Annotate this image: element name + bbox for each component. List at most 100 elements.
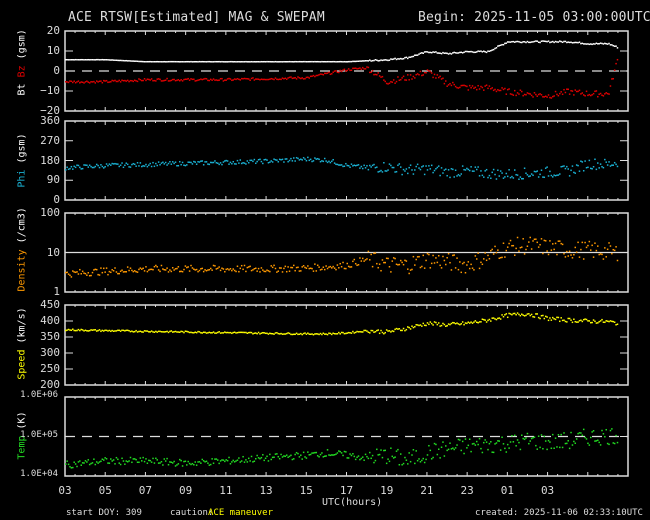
data-point <box>518 178 520 180</box>
data-point <box>222 161 225 163</box>
data-point <box>74 271 77 274</box>
data-point <box>148 164 150 166</box>
data-point <box>491 451 493 453</box>
ylabel-temp-unit: (K) <box>16 411 28 430</box>
data-point <box>381 456 384 459</box>
data-point <box>300 270 302 272</box>
data-point <box>198 60 201 63</box>
data-point <box>608 443 610 446</box>
data-point <box>204 161 206 163</box>
data-point <box>65 463 67 465</box>
data-point <box>551 40 554 43</box>
data-point <box>591 244 593 247</box>
data-point <box>159 163 161 166</box>
data-point <box>157 462 160 464</box>
data-point <box>142 456 144 459</box>
data-point <box>374 330 377 333</box>
data-point <box>228 77 230 80</box>
data-point <box>370 457 372 460</box>
data-point <box>250 60 253 63</box>
data-point <box>405 79 408 81</box>
data-point <box>532 174 534 177</box>
data-point <box>371 265 374 268</box>
data-point <box>399 259 402 262</box>
data-point <box>103 267 105 270</box>
data-point <box>499 318 502 320</box>
data-point <box>512 40 515 43</box>
data-point <box>480 50 482 52</box>
data-point <box>219 61 222 63</box>
data-point <box>522 41 524 43</box>
data-point <box>235 163 237 165</box>
data-point <box>405 168 408 170</box>
data-point <box>554 437 557 439</box>
data-point <box>170 330 173 332</box>
data-point <box>551 95 554 98</box>
data-point <box>209 161 212 164</box>
data-point <box>264 61 267 63</box>
data-point <box>328 160 330 163</box>
data-point <box>391 81 394 83</box>
data-point <box>105 458 108 460</box>
data-point <box>543 176 546 179</box>
data-point <box>466 264 468 266</box>
data-point <box>110 330 112 333</box>
data-point <box>166 330 168 333</box>
data-point <box>297 333 299 336</box>
data-point <box>505 451 508 453</box>
data-point <box>269 161 271 163</box>
data-point <box>119 81 122 83</box>
data-point <box>490 88 492 90</box>
data-point <box>474 166 477 168</box>
data-point <box>511 313 513 316</box>
data-point <box>537 176 540 178</box>
data-point <box>235 460 237 462</box>
data-point <box>126 266 129 268</box>
data-point <box>338 331 340 334</box>
data-point <box>497 249 499 251</box>
data-point <box>235 61 237 63</box>
data-point <box>195 79 198 82</box>
data-point <box>152 61 154 63</box>
data-point <box>429 168 432 170</box>
data-point <box>381 171 384 173</box>
data-point <box>370 60 372 62</box>
data-point <box>98 461 101 463</box>
data-point <box>604 158 606 161</box>
data-point <box>385 59 388 61</box>
data-point <box>513 89 516 92</box>
data-point <box>343 165 346 167</box>
data-point <box>162 80 164 82</box>
data-point <box>349 166 351 169</box>
data-point <box>505 172 508 175</box>
data-point <box>459 323 461 326</box>
data-point <box>205 332 208 334</box>
data-point <box>167 80 170 82</box>
data-point <box>84 460 87 462</box>
data-point <box>567 255 569 257</box>
data-point <box>252 77 254 79</box>
data-point <box>398 328 401 330</box>
data-point <box>378 332 381 335</box>
data-point <box>247 331 250 334</box>
data-point <box>446 256 448 259</box>
data-point <box>613 321 616 323</box>
data-point <box>560 242 562 245</box>
data-point <box>529 236 531 239</box>
data-point <box>312 160 315 162</box>
data-point <box>209 61 212 63</box>
data-point <box>312 333 315 336</box>
data-point <box>326 449 329 451</box>
data-point <box>481 174 484 177</box>
data-point <box>171 161 174 163</box>
data-point <box>139 162 142 164</box>
data-point <box>374 166 377 169</box>
data-point <box>449 52 451 55</box>
data-point <box>225 459 227 461</box>
data-point <box>121 329 123 331</box>
data-point <box>256 332 258 335</box>
data-point <box>359 330 361 333</box>
data-point <box>592 256 595 258</box>
data-point <box>304 266 306 269</box>
